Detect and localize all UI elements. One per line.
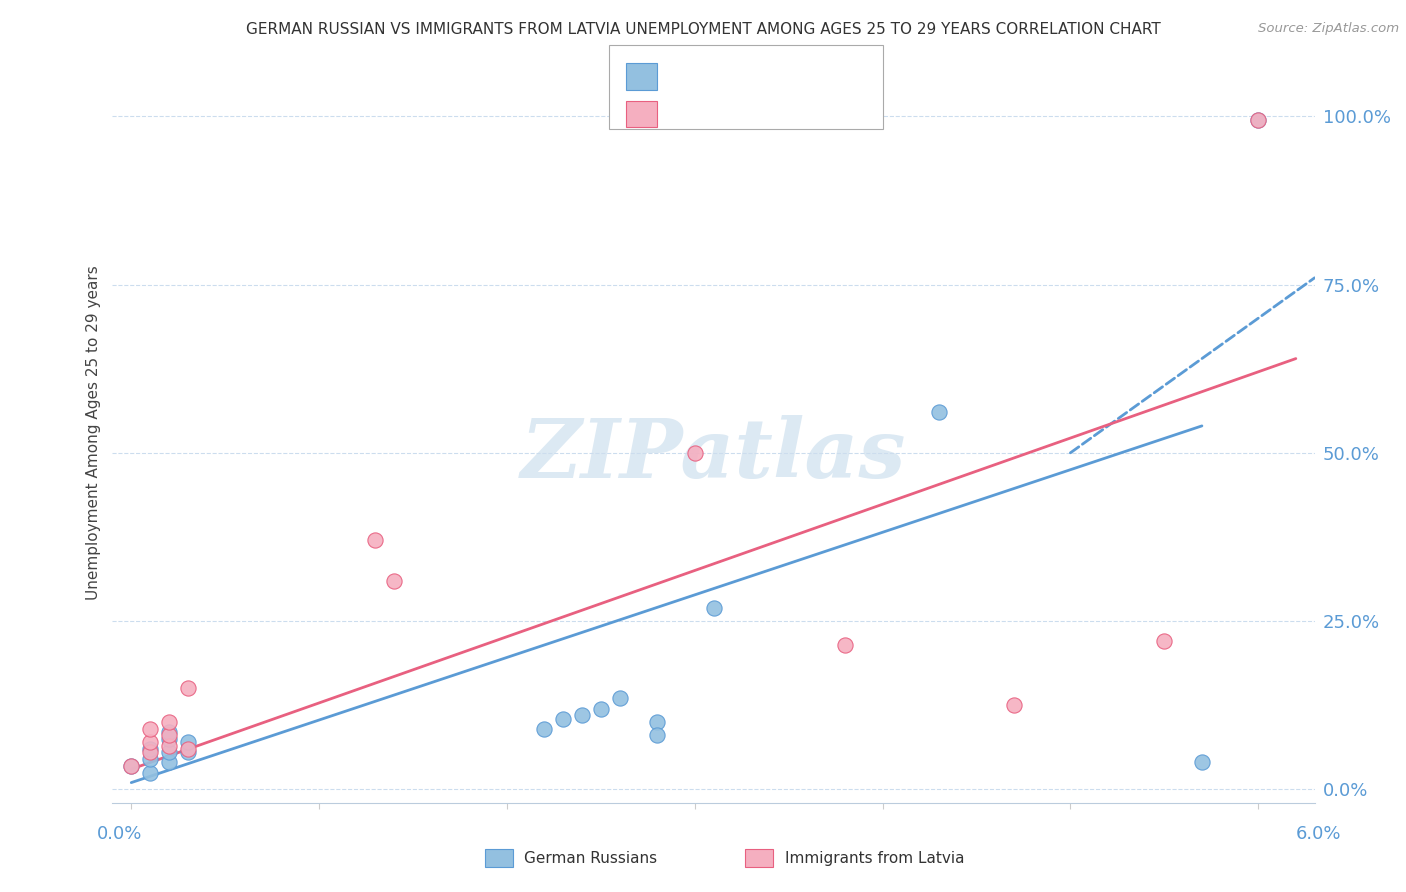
- Point: [139, 735, 162, 749]
- Point: [139, 765, 162, 780]
- Point: [139, 752, 162, 766]
- Point: [157, 731, 180, 746]
- Point: [157, 739, 180, 753]
- Point: [176, 742, 198, 756]
- Point: [1247, 112, 1270, 127]
- Point: [139, 745, 162, 759]
- Point: [139, 722, 162, 736]
- Text: Immigrants from Latvia: Immigrants from Latvia: [785, 851, 965, 865]
- Point: [176, 735, 198, 749]
- Point: [364, 533, 387, 548]
- Point: [157, 714, 180, 729]
- Y-axis label: Unemployment Among Ages 25 to 29 years: Unemployment Among Ages 25 to 29 years: [86, 265, 101, 600]
- Text: ZIPatlas: ZIPatlas: [520, 415, 907, 495]
- Point: [1002, 698, 1025, 713]
- Point: [928, 405, 950, 419]
- Text: 6.0%: 6.0%: [1296, 825, 1341, 843]
- Point: [157, 729, 180, 743]
- Point: [533, 722, 555, 736]
- Point: [176, 681, 198, 696]
- Point: [120, 758, 142, 772]
- Point: [683, 446, 706, 460]
- Text: R = 0.712: R = 0.712: [671, 105, 769, 123]
- Text: Source: ZipAtlas.com: Source: ZipAtlas.com: [1258, 22, 1399, 36]
- Text: N = 21: N = 21: [783, 68, 851, 86]
- Point: [1191, 756, 1213, 770]
- Point: [702, 600, 725, 615]
- Point: [176, 745, 198, 759]
- Point: [157, 745, 180, 759]
- Text: 0.0%: 0.0%: [97, 825, 142, 843]
- Point: [645, 729, 668, 743]
- Point: [553, 712, 575, 726]
- Point: [609, 691, 631, 706]
- Point: [1247, 112, 1270, 127]
- Point: [1153, 634, 1175, 648]
- Point: [382, 574, 405, 588]
- Point: [139, 742, 162, 756]
- Point: [571, 708, 593, 723]
- Text: N = 21: N = 21: [783, 105, 851, 123]
- Point: [120, 758, 142, 772]
- Text: GERMAN RUSSIAN VS IMMIGRANTS FROM LATVIA UNEMPLOYMENT AMONG AGES 25 TO 29 YEARS : GERMAN RUSSIAN VS IMMIGRANTS FROM LATVIA…: [246, 22, 1160, 37]
- Point: [589, 701, 612, 715]
- Point: [157, 756, 180, 770]
- Text: German Russians: German Russians: [524, 851, 658, 865]
- Point: [157, 725, 180, 739]
- Text: R = 0.512: R = 0.512: [671, 68, 769, 86]
- Point: [834, 638, 856, 652]
- Point: [645, 714, 668, 729]
